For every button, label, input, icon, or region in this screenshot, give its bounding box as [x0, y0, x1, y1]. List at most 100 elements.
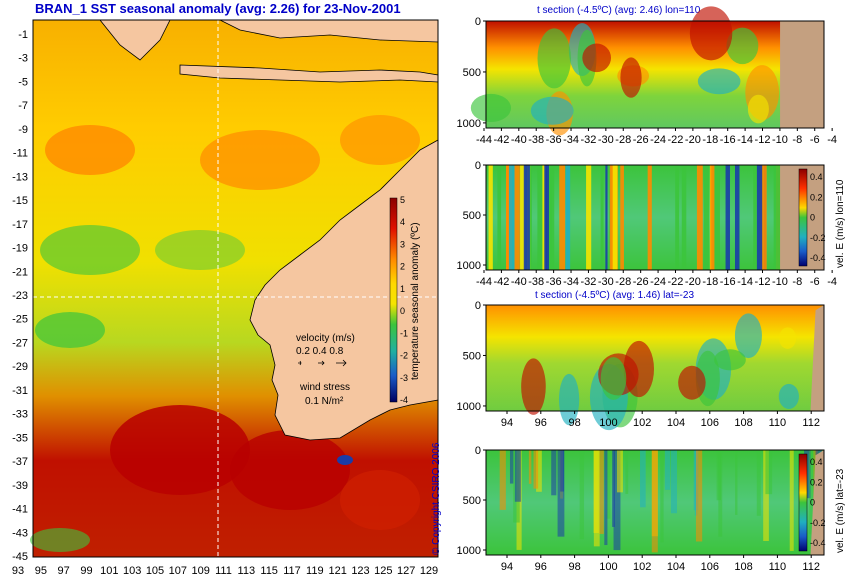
longitude-tick-labels: 93 95 97 99 101 103 105 107 109 111 113 115 117 119 12… — [12, 565, 438, 577]
colorbar-tick-label: -3 — [400, 373, 408, 383]
velocity-stripe — [675, 165, 680, 270]
colorbar-tick-label: -2 — [400, 351, 408, 361]
latitude-tick-label: -21 — [12, 266, 28, 278]
map-frame — [32, 19, 439, 558]
velocity-stripe — [756, 450, 761, 516]
temperature-blob — [714, 349, 746, 371]
x-tick-label: -44 — [476, 134, 492, 146]
velocity-stripe — [756, 165, 763, 270]
x-tick-label: -6 — [810, 134, 820, 146]
temperature-blob — [582, 43, 612, 73]
velocity-stripe — [789, 450, 794, 551]
longitude-tick-label: 125 — [374, 565, 392, 577]
main-title: BRAN_1 SST seasonal anomaly (avg: 2.26) … — [35, 1, 401, 16]
x-tick-label: -36 — [546, 276, 562, 288]
latitude-tick-label: -11 — [13, 148, 28, 160]
colorbar-tick-label: 1 — [400, 284, 405, 294]
velocity-stripe — [528, 450, 532, 484]
x-tick-label: 104 — [667, 561, 685, 573]
x-tick-label: -42 — [493, 134, 509, 146]
latitude-tick-label: -23 — [12, 290, 28, 302]
velocity-stripe — [725, 165, 730, 270]
colorbar-tick-label: 0.2 — [810, 477, 823, 487]
temperature-blob — [689, 6, 733, 61]
longitude-tick-label: 93 — [12, 565, 24, 577]
seafloor — [780, 21, 824, 128]
velocity-stripe — [579, 450, 585, 540]
x-tick-label: -12 — [755, 134, 771, 146]
x-tick-label: -26 — [633, 276, 649, 288]
velocity-stripe — [600, 165, 604, 270]
velocity-stripe — [508, 165, 516, 270]
latitude-tick-label: -19 — [12, 243, 28, 255]
x-tick-label: 102 — [633, 561, 651, 573]
longitude-tick-label: 123 — [351, 565, 369, 577]
x-tick-label: -10 — [772, 276, 788, 288]
x-tick-label: -6 — [810, 276, 820, 288]
velocity-stripe — [613, 450, 621, 551]
latitude-tick-label: -5 — [18, 76, 28, 88]
velocity-stripe — [506, 165, 509, 270]
seafloor — [810, 305, 824, 411]
temperature-blob — [470, 93, 512, 123]
velocity-stripe — [514, 450, 521, 502]
y-tick-label: 0 — [475, 160, 481, 172]
velocity-stripe — [809, 450, 815, 535]
x-tick-label: -22 — [668, 134, 684, 146]
x-tick-label: -36 — [546, 134, 562, 146]
latitude-tick-label: -41 — [12, 504, 28, 516]
x-tick-label: 108 — [734, 561, 752, 573]
x-tick-label: 96 — [535, 417, 547, 429]
velocity-stripe — [609, 165, 613, 270]
latitude-tick-label: -15 — [12, 195, 28, 207]
colorbar-tick-labels: 5 4 3 2 1 0 -1 -2 -3 -4 — [400, 195, 408, 405]
longitude-tick-label: 129 — [420, 565, 438, 577]
section-frame — [485, 449, 825, 556]
colorbar-tick-label: -0.2 — [810, 233, 826, 243]
x-tick-label: -30 — [598, 134, 614, 146]
colorbar-tick-label: 0 — [400, 306, 405, 316]
x-tick-label: 112 — [802, 417, 820, 429]
velocity-stripe — [734, 165, 740, 270]
seafloor — [810, 450, 824, 555]
latitude-tick-label: -45 — [12, 551, 28, 563]
x-tick-label: -38 — [528, 134, 544, 146]
x-tick-label: -40 — [511, 276, 527, 288]
velocity-stripe — [536, 450, 542, 492]
section-field — [486, 165, 824, 270]
x-tick-label: -20 — [685, 276, 701, 288]
section-frame — [485, 20, 825, 129]
velocity-stripe — [593, 450, 599, 533]
section-panel-3: 0 500 1000 94 96 98 100 102 104 106 108 110 112 — [457, 300, 825, 431]
latitude-tick-label: -7 — [18, 100, 28, 112]
velocity-stripe — [586, 165, 592, 270]
longitude-tick-label: 99 — [80, 565, 92, 577]
colorbar-tick-label: -0.2 — [810, 518, 826, 528]
x-tick-label: 110 — [769, 417, 787, 429]
x-tick-label: -44 — [476, 276, 492, 288]
x-tick-label: -40 — [511, 134, 527, 146]
velocity-stripe — [520, 165, 526, 270]
x-tick-label: 98 — [568, 561, 580, 573]
velocity-stripe — [599, 450, 604, 534]
velocity-stripe — [670, 450, 677, 514]
x-tick-label: -38 — [528, 276, 544, 288]
velocity-stripe — [559, 165, 566, 270]
velocity-stripe — [549, 165, 555, 270]
temperature-blob — [697, 68, 741, 95]
latitude-tick-label: -1 — [18, 29, 28, 41]
velocity-stripe — [660, 450, 664, 543]
x-tick-label: -14 — [737, 276, 753, 288]
velocity-stripe — [625, 450, 629, 494]
longitude-tick-label: 105 — [146, 565, 164, 577]
y-tick-label: 0 — [475, 16, 481, 28]
velocity-stripe — [528, 165, 532, 270]
x-tick-label: -32 — [580, 134, 596, 146]
velocity-stripe — [612, 450, 615, 527]
colorbar-tick-label: -0.4 — [810, 253, 826, 263]
longitude-tick-label: 115 — [260, 565, 278, 577]
velocity-stripe — [735, 450, 738, 515]
x-tick-label: 100 — [599, 561, 617, 573]
velocity-stripe — [710, 165, 715, 270]
